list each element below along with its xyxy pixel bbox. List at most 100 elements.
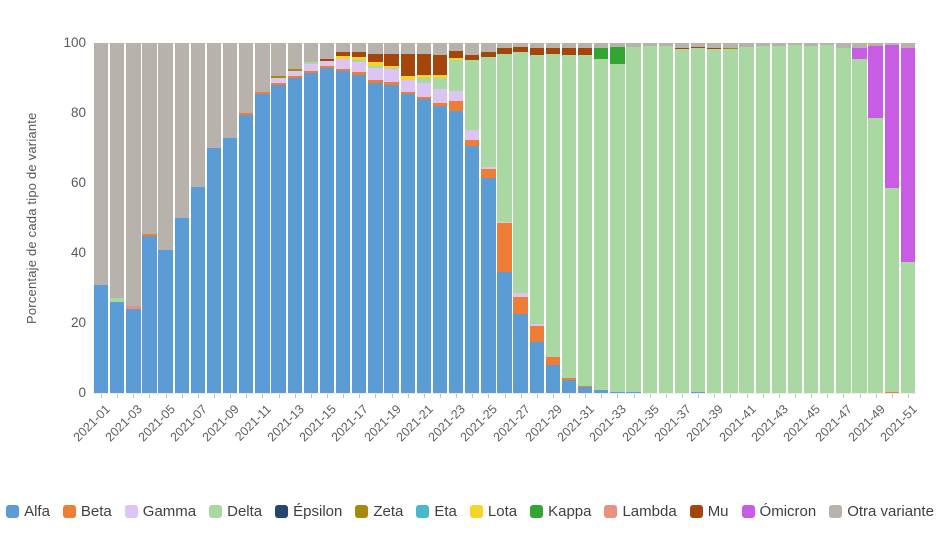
bar-2021-36[interactable] [658,43,674,393]
legend-item-epsilon[interactable]: Épsilon [275,503,342,520]
bar-2021-11[interactable] [255,43,270,393]
legend-item-alfa[interactable]: Alfa [6,503,50,520]
legend-item-kappa[interactable]: Kappa [530,503,591,520]
segment-alfa [335,71,351,393]
segment-beta [578,385,593,387]
segment-gamma [432,88,448,103]
bar-2021-19[interactable] [384,43,399,393]
bar-2021-07[interactable] [190,43,206,393]
bar-2021-31[interactable] [578,43,593,393]
bar-2021-24[interactable] [465,43,480,393]
segment-alfa [190,186,206,393]
bar-2021-47[interactable] [836,43,851,393]
bar-2021-38[interactable] [690,43,706,393]
bar-2021-33[interactable] [610,43,625,393]
legend-item-delta[interactable]: Delta [209,503,262,520]
bar-2021-03[interactable] [126,43,141,393]
legend-swatch-mu [689,505,703,518]
bar-2021-32[interactable] [594,43,609,393]
x-tick-2021-50 [891,394,893,398]
bar-2021-46[interactable] [820,43,835,393]
bar-2021-15[interactable] [319,43,335,393]
segment-delta [707,49,722,393]
legend-item-beta[interactable]: Beta [62,503,112,520]
segment-otra-variante [900,43,916,49]
bar-2021-49[interactable] [868,43,883,393]
x-tick-2021-41 [746,394,748,398]
bar-2021-09[interactable] [222,43,238,393]
segment-otra-variante [674,43,690,48]
bar-2021-21[interactable] [416,43,431,393]
bar-2021-01[interactable] [93,43,109,393]
bar-2021-25[interactable] [481,43,496,393]
legend-item-omicron[interactable]: Ómicron [741,503,816,520]
segment-otra-variante [384,43,399,54]
legend-swatch-beta [62,505,76,518]
x-tick-2021-15 [326,394,328,398]
bar-2021-26[interactable] [497,43,512,393]
x-tick-2021-51 [907,394,909,398]
x-tick-2021-19 [391,394,393,398]
bar-2021-28[interactable] [529,43,544,393]
bar-2021-43[interactable] [771,43,786,393]
legend-item-zeta[interactable]: Zeta [355,503,403,520]
segment-lota [352,57,367,60]
legend-item-eta[interactable]: Eta [416,503,457,520]
legend-item-lota[interactable]: Lota [469,503,517,520]
legend-item-mu[interactable]: Mu [689,503,729,520]
bar-2021-13[interactable] [287,43,302,393]
bar-2021-23[interactable] [448,43,464,393]
segment-delta [594,58,609,391]
bar-2021-51[interactable] [900,43,916,393]
bar-2021-08[interactable] [206,43,222,393]
bar-2021-39[interactable] [707,43,722,393]
y-tick-label-100: 100 [63,35,86,50]
segment-alfa [529,342,544,393]
segment-lambda [126,306,141,309]
segment-otra-variante [222,43,238,138]
bar-2021-05[interactable] [158,43,173,393]
legend-item-gamma[interactable]: Gamma [124,503,196,520]
legend-item-otra-variante[interactable]: Otra variante [829,503,934,520]
segment-delta [561,54,577,379]
segment-kappa [610,46,625,65]
bar-2021-50[interactable] [884,43,899,393]
bar-2021-35[interactable] [642,43,657,393]
bar-2021-37[interactable] [674,43,690,393]
bar-2021-16[interactable] [335,43,351,393]
x-tick-2021-07 [197,394,199,398]
segment-gamma [529,324,544,326]
bar-2021-04[interactable] [142,43,157,393]
segment-mu [690,46,706,48]
bar-2021-10[interactable] [239,43,254,393]
bar-2021-48[interactable] [852,43,867,393]
bar-2021-27[interactable] [513,43,528,393]
y-tick-label-40: 40 [70,245,86,260]
legend-label-otra-variante: Otra variante [847,503,934,520]
bar-2021-44[interactable] [787,43,803,393]
bar-2021-12[interactable] [271,43,286,393]
bar-2021-41[interactable] [739,43,754,393]
x-tick-2021-18 [375,394,377,398]
bar-2021-42[interactable] [755,43,770,393]
x-tick-2021-21 [423,394,425,398]
legend-item-lambda[interactable]: Lambda [604,503,677,520]
bar-2021-14[interactable] [303,43,318,393]
segment-otra-variante [868,43,883,46]
bar-2021-40[interactable] [723,43,738,393]
bar-2021-30[interactable] [561,43,577,393]
segment-beta [448,101,464,112]
y-axis-title: Porcentaje de cada tipo de variante [24,112,39,324]
bar-2021-45[interactable] [803,43,819,393]
bar-2021-20[interactable] [400,43,415,393]
bar-2021-18[interactable] [368,43,383,393]
segment-delta [674,48,690,393]
bar-2021-22[interactable] [432,43,448,393]
bar-2021-06[interactable] [174,43,189,393]
bar-2021-02[interactable] [110,43,125,393]
bar-2021-17[interactable] [352,43,367,393]
segment-mu [578,48,593,56]
bar-2021-29[interactable] [545,43,561,393]
bar-2021-34[interactable] [626,43,641,393]
segment-alfa [610,391,625,393]
